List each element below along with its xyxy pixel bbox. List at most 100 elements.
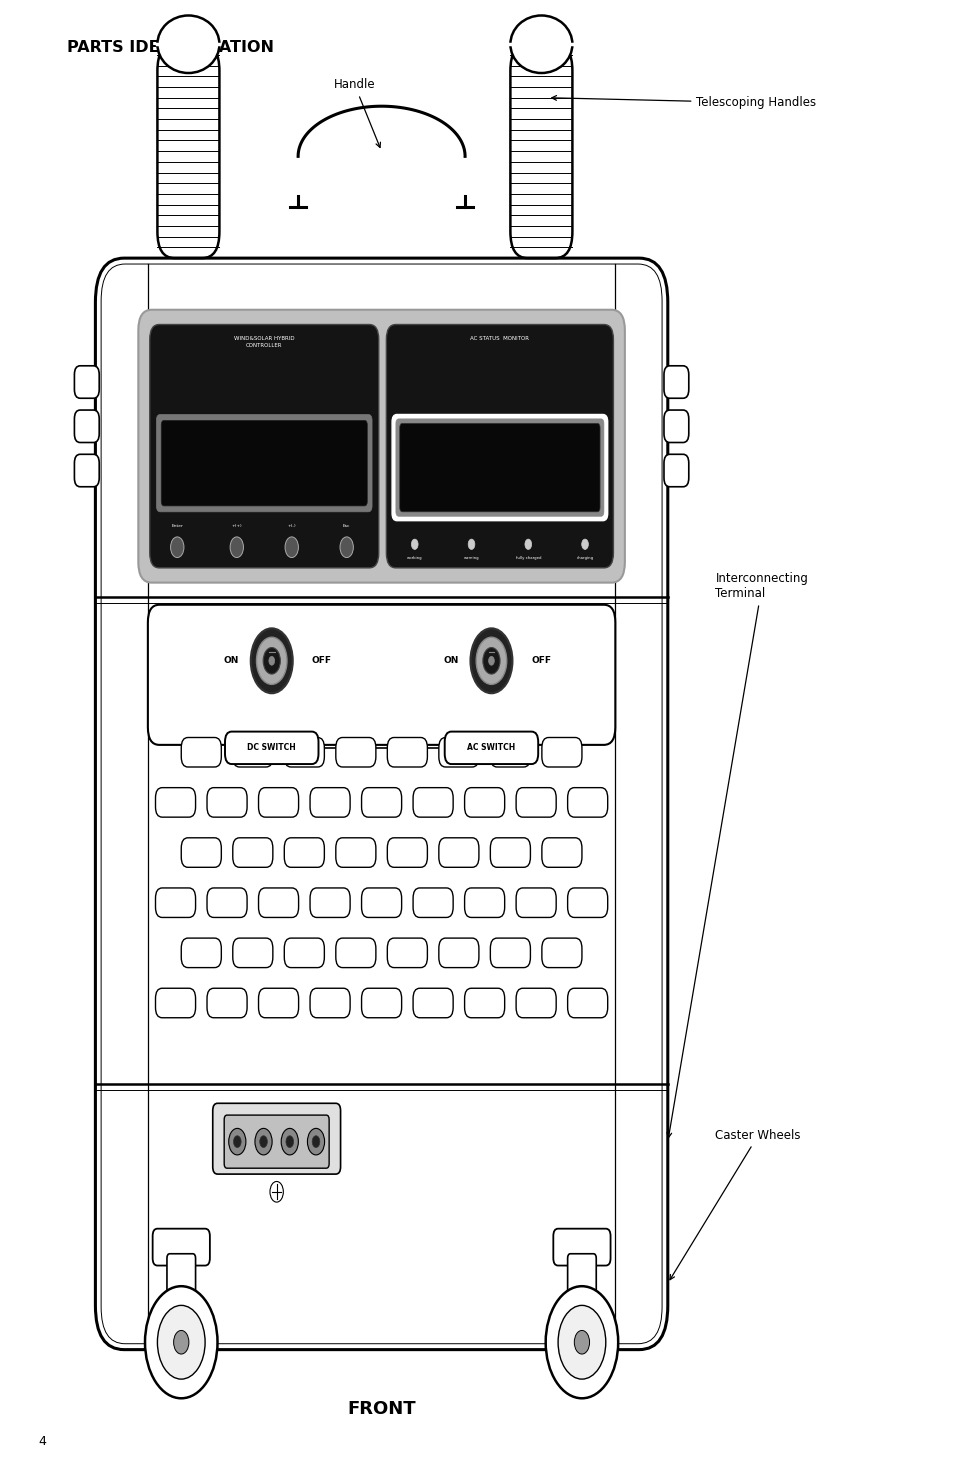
FancyBboxPatch shape bbox=[155, 988, 195, 1018]
FancyBboxPatch shape bbox=[490, 938, 530, 968]
Text: OFF: OFF bbox=[311, 656, 331, 665]
Circle shape bbox=[545, 1286, 618, 1398]
FancyBboxPatch shape bbox=[233, 738, 273, 767]
FancyBboxPatch shape bbox=[284, 938, 324, 968]
FancyBboxPatch shape bbox=[310, 888, 350, 917]
Circle shape bbox=[233, 1136, 241, 1148]
Circle shape bbox=[476, 637, 506, 684]
FancyBboxPatch shape bbox=[167, 1254, 195, 1313]
Text: working: working bbox=[407, 556, 422, 560]
FancyBboxPatch shape bbox=[663, 410, 688, 442]
FancyBboxPatch shape bbox=[95, 258, 667, 1350]
FancyBboxPatch shape bbox=[464, 988, 504, 1018]
FancyBboxPatch shape bbox=[567, 988, 607, 1018]
FancyBboxPatch shape bbox=[464, 788, 504, 817]
Text: charging: charging bbox=[576, 556, 593, 560]
Text: Esc: Esc bbox=[343, 524, 350, 528]
Circle shape bbox=[259, 1136, 267, 1148]
FancyBboxPatch shape bbox=[490, 738, 530, 767]
FancyBboxPatch shape bbox=[392, 414, 607, 521]
Circle shape bbox=[173, 1330, 189, 1354]
FancyBboxPatch shape bbox=[138, 310, 624, 583]
FancyBboxPatch shape bbox=[444, 732, 537, 764]
Circle shape bbox=[251, 628, 293, 693]
Text: fully charged: fully charged bbox=[515, 556, 540, 560]
Circle shape bbox=[145, 1286, 217, 1398]
Text: Interconnecting
Terminal: Interconnecting Terminal bbox=[666, 572, 807, 1137]
FancyBboxPatch shape bbox=[150, 324, 378, 568]
Circle shape bbox=[524, 538, 531, 549]
FancyBboxPatch shape bbox=[567, 888, 607, 917]
Text: Enter: Enter bbox=[172, 524, 183, 528]
FancyBboxPatch shape bbox=[438, 738, 478, 767]
FancyBboxPatch shape bbox=[399, 423, 599, 512]
FancyBboxPatch shape bbox=[413, 888, 453, 917]
FancyBboxPatch shape bbox=[361, 888, 401, 917]
FancyBboxPatch shape bbox=[567, 788, 607, 817]
FancyBboxPatch shape bbox=[213, 1103, 340, 1174]
Circle shape bbox=[254, 1128, 272, 1155]
FancyBboxPatch shape bbox=[233, 838, 273, 867]
FancyBboxPatch shape bbox=[567, 1254, 596, 1313]
Ellipse shape bbox=[510, 15, 572, 72]
Circle shape bbox=[157, 1305, 205, 1379]
Circle shape bbox=[269, 656, 274, 665]
Text: Handle: Handle bbox=[334, 78, 380, 148]
Text: WIND&SOLAR HYBRID
CONTROLLER: WIND&SOLAR HYBRID CONTROLLER bbox=[233, 336, 294, 348]
FancyBboxPatch shape bbox=[148, 605, 615, 745]
Text: warning: warning bbox=[463, 556, 478, 560]
FancyBboxPatch shape bbox=[541, 938, 581, 968]
FancyBboxPatch shape bbox=[361, 988, 401, 1018]
Text: +(+): +(+) bbox=[232, 524, 242, 528]
FancyBboxPatch shape bbox=[207, 888, 247, 917]
Text: Caster Wheels: Caster Wheels bbox=[669, 1128, 801, 1280]
Circle shape bbox=[281, 1128, 298, 1155]
FancyBboxPatch shape bbox=[310, 988, 350, 1018]
FancyBboxPatch shape bbox=[224, 1115, 329, 1168]
FancyBboxPatch shape bbox=[413, 988, 453, 1018]
FancyBboxPatch shape bbox=[74, 454, 99, 487]
FancyBboxPatch shape bbox=[387, 938, 427, 968]
FancyBboxPatch shape bbox=[335, 838, 375, 867]
FancyBboxPatch shape bbox=[541, 838, 581, 867]
FancyBboxPatch shape bbox=[207, 788, 247, 817]
Circle shape bbox=[339, 537, 353, 558]
Circle shape bbox=[581, 538, 588, 549]
FancyBboxPatch shape bbox=[541, 738, 581, 767]
FancyBboxPatch shape bbox=[335, 738, 375, 767]
FancyBboxPatch shape bbox=[258, 988, 298, 1018]
Circle shape bbox=[256, 637, 287, 684]
Circle shape bbox=[286, 1136, 294, 1148]
FancyBboxPatch shape bbox=[155, 888, 195, 917]
Circle shape bbox=[307, 1128, 324, 1155]
Circle shape bbox=[488, 656, 494, 665]
FancyBboxPatch shape bbox=[181, 738, 221, 767]
FancyBboxPatch shape bbox=[516, 988, 556, 1018]
Circle shape bbox=[482, 648, 499, 674]
FancyBboxPatch shape bbox=[74, 410, 99, 442]
Circle shape bbox=[470, 628, 512, 693]
FancyBboxPatch shape bbox=[181, 838, 221, 867]
FancyBboxPatch shape bbox=[258, 888, 298, 917]
FancyBboxPatch shape bbox=[387, 838, 427, 867]
Text: DC SWITCH: DC SWITCH bbox=[247, 743, 295, 752]
FancyBboxPatch shape bbox=[516, 888, 556, 917]
FancyBboxPatch shape bbox=[490, 838, 530, 867]
FancyBboxPatch shape bbox=[207, 988, 247, 1018]
FancyBboxPatch shape bbox=[181, 938, 221, 968]
Circle shape bbox=[285, 537, 298, 558]
FancyBboxPatch shape bbox=[310, 788, 350, 817]
Circle shape bbox=[468, 538, 475, 549]
FancyBboxPatch shape bbox=[413, 788, 453, 817]
FancyBboxPatch shape bbox=[258, 788, 298, 817]
Text: AC STATUS  MONITOR: AC STATUS MONITOR bbox=[470, 336, 529, 341]
FancyBboxPatch shape bbox=[516, 788, 556, 817]
FancyBboxPatch shape bbox=[438, 838, 478, 867]
FancyBboxPatch shape bbox=[387, 738, 427, 767]
Circle shape bbox=[171, 537, 184, 558]
Circle shape bbox=[574, 1330, 589, 1354]
Circle shape bbox=[263, 648, 280, 674]
FancyBboxPatch shape bbox=[395, 419, 603, 516]
Circle shape bbox=[229, 1128, 246, 1155]
FancyBboxPatch shape bbox=[161, 420, 367, 506]
